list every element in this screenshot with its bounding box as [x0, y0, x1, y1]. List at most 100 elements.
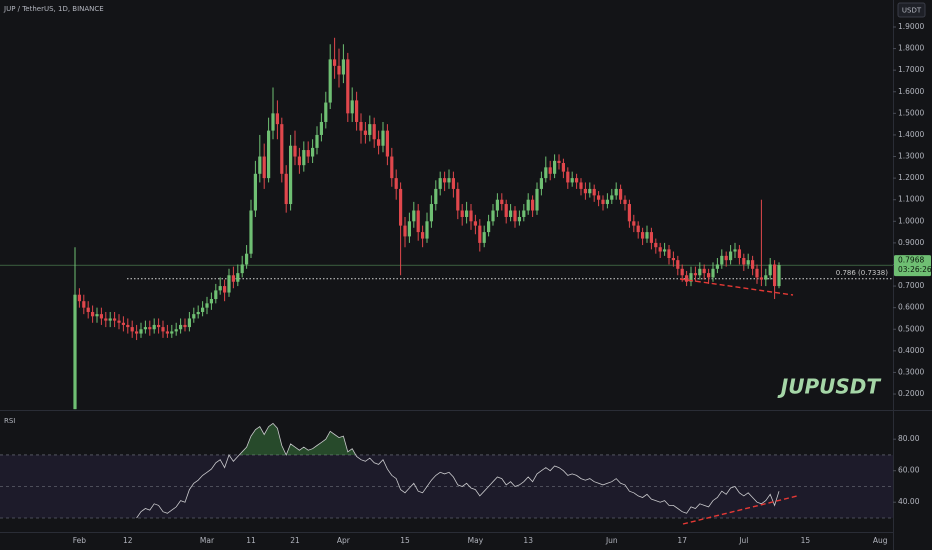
candle-body: [575, 178, 579, 183]
candle-body: [715, 264, 719, 269]
watermark: JUPUSDT: [777, 375, 882, 399]
candle-body: [645, 232, 649, 239]
x-tick-label: 21: [290, 536, 300, 545]
candle-body: [456, 188, 460, 211]
candle-body: [658, 247, 662, 252]
candle-body: [170, 331, 174, 334]
candle-body: [135, 331, 139, 334]
candle-body: [240, 264, 244, 274]
y-tick-label: 0.2000: [898, 389, 924, 398]
candle-body: [275, 113, 279, 125]
candle-body: [262, 156, 266, 179]
candle-body: [671, 258, 675, 261]
candle-body: [407, 221, 411, 237]
candle-body: [403, 225, 407, 237]
plot-layer: 0.786 (0.7338): [0, 37, 893, 519]
candle-body: [627, 204, 631, 222]
y-tick-label: 80.00: [898, 434, 920, 443]
candle-body: [297, 156, 301, 166]
candle-body: [773, 264, 777, 287]
candle-body: [579, 182, 583, 189]
candle-body: [289, 145, 293, 205]
candle-body: [161, 327, 165, 332]
y-tick-label: 1.8000: [898, 44, 924, 53]
y-tick-label: 1.1000: [898, 195, 924, 204]
candle-body: [469, 210, 473, 222]
candle-body: [368, 124, 372, 135]
x-tick-label: Jun: [605, 536, 618, 545]
candle-body: [183, 324, 187, 328]
candle-body: [654, 242, 658, 248]
candle-body: [355, 100, 359, 122]
candle-body: [561, 163, 565, 172]
candle-body: [121, 322, 125, 325]
candle-body: [667, 249, 671, 259]
candle-body: [377, 139, 381, 146]
candle-body: [500, 199, 504, 205]
candle-body: [566, 171, 570, 183]
candle-body: [702, 268, 706, 274]
candle-body: [187, 318, 191, 328]
overbought-fill: [136, 423, 779, 455]
candle-body: [680, 268, 684, 276]
candle-body: [218, 286, 222, 291]
candle-body: [324, 102, 328, 122]
rsi-title: RSI: [4, 417, 15, 425]
candle-body: [148, 327, 152, 330]
candle-body: [227, 275, 231, 293]
candle-body: [113, 318, 117, 321]
y-tick-label: 1.6000: [898, 87, 924, 96]
candle-body: [707, 273, 711, 278]
candle-body: [104, 318, 108, 321]
candle-body: [473, 221, 477, 226]
candle-body: [152, 324, 156, 330]
candle-body: [443, 178, 447, 183]
candle-body: [742, 258, 746, 265]
candle-body: [359, 121, 363, 131]
candle-body: [434, 188, 438, 205]
candle-body: [253, 173, 257, 211]
candle-body: [390, 156, 394, 179]
candle-body: [693, 273, 697, 276]
y-tick-label: 60.00: [898, 466, 920, 475]
candle-body: [460, 210, 464, 217]
candle-body: [557, 160, 561, 164]
y-tick-label: 0.4000: [898, 346, 924, 355]
candle-body: [77, 294, 81, 302]
candle-body: [385, 130, 389, 157]
candle-body: [117, 320, 121, 323]
candle-body: [126, 324, 130, 328]
candle-body: [535, 188, 539, 211]
candle-body: [328, 59, 332, 103]
candle-body: [73, 294, 77, 410]
candle-body: [179, 324, 183, 330]
candle-body: [438, 178, 442, 189]
candle-body: [209, 299, 213, 304]
candle-body: [526, 199, 530, 211]
candle-body: [698, 268, 702, 276]
rsi-line: [136, 422, 780, 519]
candle-body: [130, 327, 134, 332]
x-tick-label: Feb: [73, 536, 87, 545]
y-tick-label: 1.4000: [898, 130, 924, 139]
candle-body: [751, 260, 755, 269]
candle-body: [284, 173, 288, 205]
candle-body: [517, 216, 521, 222]
y-tick-label: 1.7000: [898, 65, 924, 74]
candle-body: [478, 225, 482, 243]
candle-body: [223, 286, 227, 293]
candle-body: [592, 188, 596, 196]
candle-body: [165, 331, 169, 334]
y-tick-label: 0.9000: [898, 238, 924, 247]
candle-body: [245, 253, 249, 265]
candle-body: [676, 260, 680, 269]
rsi-trendline: [682, 495, 798, 525]
candle-body: [755, 268, 759, 278]
candle-body: [605, 199, 609, 205]
trendline: [679, 278, 794, 296]
candle-body: [641, 232, 645, 239]
candle-body: [632, 221, 636, 226]
candle-body: [601, 199, 605, 205]
candle-body: [711, 268, 715, 278]
